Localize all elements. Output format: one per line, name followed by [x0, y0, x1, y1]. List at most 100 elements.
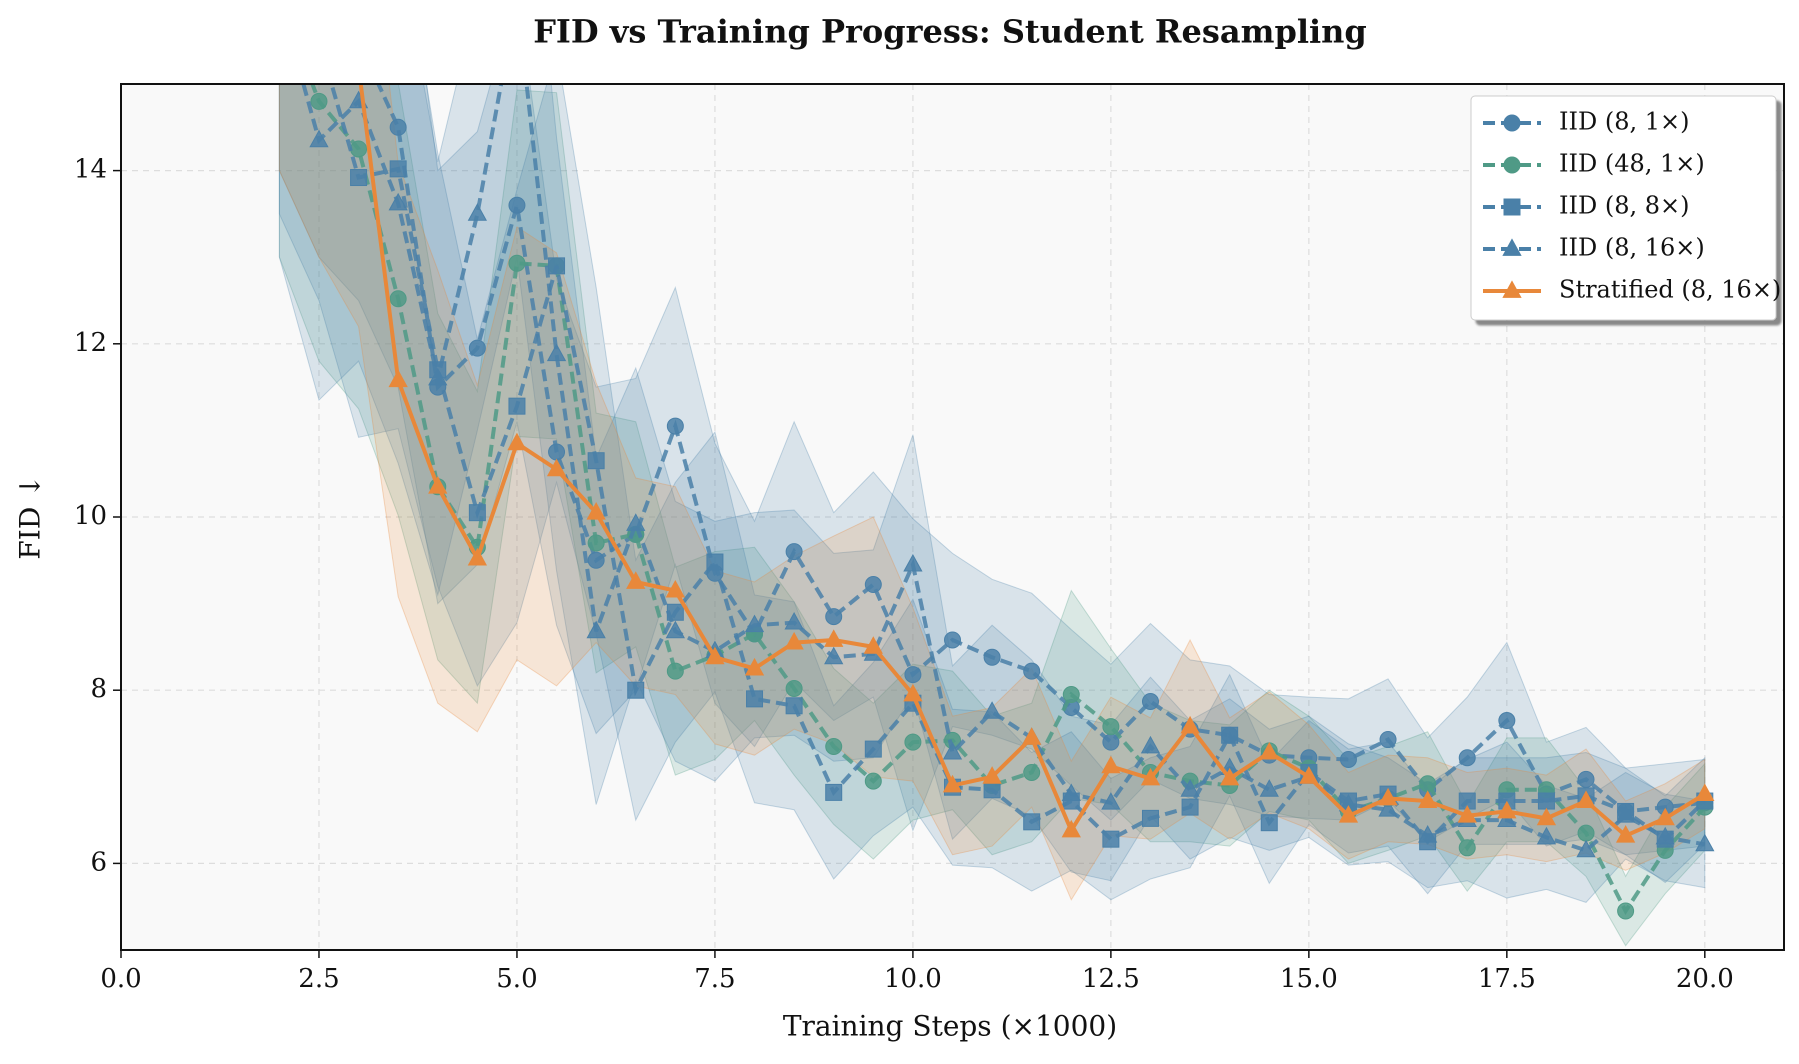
x-tick-label: 15.0	[1280, 964, 1338, 994]
marker	[271, 0, 287, 5]
marker	[1102, 733, 1120, 751]
legend-label: Stratified (8, 16×)	[1559, 276, 1781, 304]
marker	[586, 502, 606, 520]
marker	[467, 547, 488, 566]
marker	[428, 476, 448, 494]
marker	[468, 339, 486, 357]
y-tick-label: 10	[74, 501, 107, 531]
axes: 0.0 2.5 5.0 7.5 10.0 12.5 15.0 17.5 20.0 6 8 10 12 14	[74, 155, 1734, 994]
marker	[983, 648, 1001, 666]
marker	[1220, 767, 1240, 786]
marker	[310, 92, 328, 110]
marker	[389, 118, 407, 136]
marker	[546, 343, 567, 362]
marker	[1419, 775, 1437, 793]
marker	[825, 608, 843, 626]
marker	[587, 452, 605, 470]
marker	[864, 740, 882, 758]
marker	[1695, 833, 1715, 852]
marker	[1259, 779, 1279, 797]
marker	[1181, 798, 1199, 816]
marker	[785, 679, 803, 697]
x-tick-label: 2.5	[298, 964, 339, 994]
marker	[508, 397, 526, 415]
marker	[1695, 783, 1715, 802]
legend: IID (8, 1×) IID (48, 1×) IID (8, 8×) IID (8…	[1470, 95, 1781, 321]
marker	[1537, 792, 1555, 810]
marker	[1101, 755, 1121, 774]
marker	[548, 257, 566, 275]
marker	[388, 369, 408, 388]
marker	[1299, 766, 1319, 784]
marker	[587, 534, 605, 552]
marker	[1022, 727, 1042, 745]
marker	[903, 683, 923, 702]
marker	[1577, 770, 1595, 788]
marker	[825, 783, 843, 801]
x-tick-label: 20.0	[1676, 964, 1734, 994]
legend-label: IID (8, 16×)	[1559, 234, 1705, 262]
marker	[1417, 790, 1438, 808]
marker	[942, 774, 963, 793]
marker	[1221, 726, 1239, 744]
marker	[785, 543, 803, 561]
marker	[824, 646, 844, 665]
marker	[904, 666, 922, 684]
legend-label: IID (8, 8×)	[1559, 192, 1689, 220]
marker	[350, 57, 368, 73]
x-axis-label: Training Steps (×1000)	[783, 1010, 1117, 1043]
marker	[1497, 809, 1517, 827]
y-tick-label: 8	[90, 674, 107, 704]
x-tick-label: 0.0	[100, 964, 141, 994]
marker	[1259, 741, 1279, 760]
marker	[1503, 114, 1521, 132]
marker	[903, 553, 923, 572]
marker	[864, 576, 882, 594]
marker	[271, 0, 289, 4]
marker	[746, 690, 764, 708]
marker	[1061, 819, 1081, 838]
marker	[983, 781, 1001, 799]
marker	[1023, 662, 1041, 680]
marker	[1576, 839, 1596, 858]
marker	[546, 458, 567, 477]
marker	[508, 0, 526, 4]
marker	[665, 579, 685, 598]
marker	[1458, 749, 1476, 767]
marker	[1497, 800, 1517, 819]
marker	[1577, 824, 1595, 842]
marker	[982, 701, 1002, 719]
marker	[1338, 805, 1359, 823]
marker	[467, 203, 488, 221]
marker	[824, 629, 844, 647]
marker	[705, 646, 725, 665]
marker	[1536, 807, 1557, 826]
marker	[1503, 156, 1521, 174]
marker	[706, 553, 724, 571]
marker	[1458, 839, 1476, 857]
marker	[1617, 902, 1635, 920]
marker	[1140, 735, 1161, 754]
marker	[1502, 280, 1522, 298]
x-tick-label: 17.5	[1478, 964, 1536, 994]
chart-title: FID vs Training Progress: Student Resamp…	[533, 13, 1367, 51]
legend-label: IID (48, 1×)	[1559, 150, 1705, 178]
marker	[626, 513, 646, 531]
marker	[666, 662, 684, 680]
marker	[1498, 712, 1516, 730]
marker	[1260, 814, 1278, 832]
marker	[1061, 783, 1081, 802]
marker	[1339, 750, 1357, 768]
marker	[825, 737, 843, 755]
y-tick-label: 6	[90, 847, 107, 877]
marker	[1576, 790, 1596, 808]
marker	[388, 192, 408, 211]
marker	[350, 169, 368, 187]
legend-label: IID (8, 1×)	[1559, 108, 1689, 136]
marker	[507, 432, 527, 451]
marker	[744, 657, 765, 676]
y-tick-label: 12	[74, 328, 107, 358]
marker	[1502, 238, 1522, 256]
marker	[1180, 715, 1200, 734]
